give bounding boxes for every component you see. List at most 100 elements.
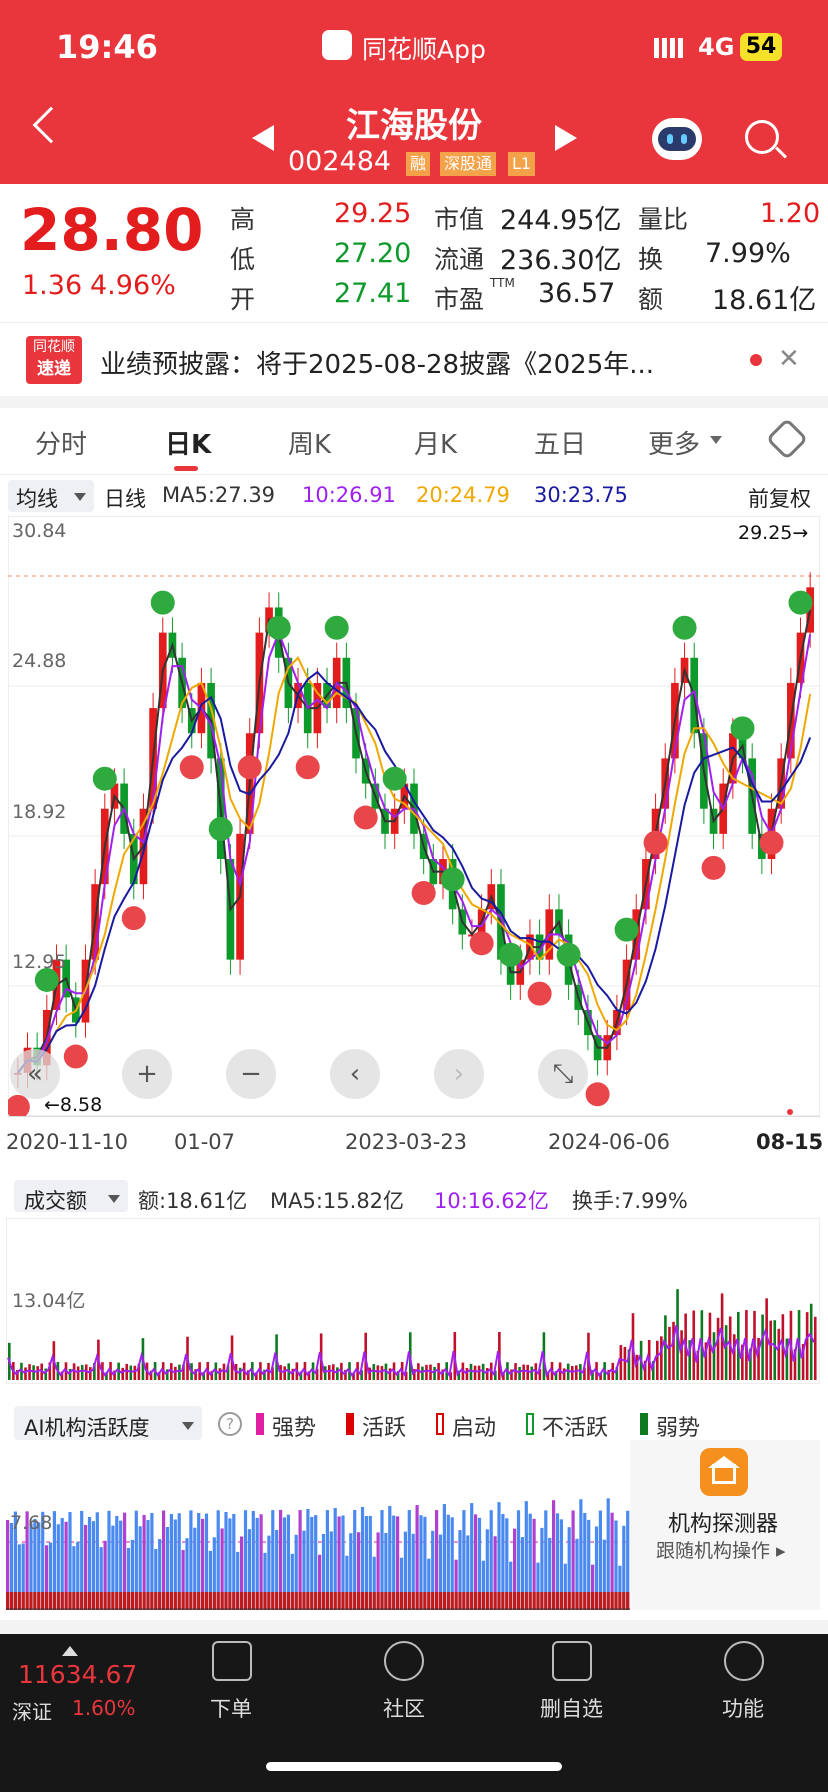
ai-bar [341,1515,345,1610]
settings-icon[interactable] [765,417,809,461]
ai-bar-base [388,1592,392,1610]
ai-bar [501,1514,505,1610]
nav-functions[interactable]: 功能 [722,1697,764,1721]
zoom-out-icon[interactable]: − [226,1049,276,1099]
ai-bar-base [158,1592,162,1610]
help-icon[interactable]: ? [218,1412,242,1436]
search-icon[interactable] [745,120,779,154]
index-value[interactable]: 11634.67 [18,1660,138,1689]
robot-assistant-icon[interactable] [652,118,702,160]
ai-bar [548,1537,552,1610]
amount-bar [485,1367,489,1380]
ai-bar-base [154,1592,158,1610]
ai-bar [130,1539,134,1610]
community-icon[interactable] [384,1641,424,1681]
y-tick: 18.92 [12,801,67,823]
ai-bar [337,1516,341,1610]
amount-bar [89,1367,92,1380]
nav-order[interactable]: 下单 [210,1697,252,1721]
ai-bar-base [138,1592,142,1610]
ai-bar-base [505,1592,509,1610]
fullscreen-icon[interactable]: ⤡ [538,1049,588,1099]
amount-bar [809,1303,813,1380]
amount-bar [716,1317,720,1380]
ai-bar-base [349,1592,353,1610]
low-label: 低 [230,245,256,274]
sell-signal-marker [788,590,813,615]
amount-bar [566,1363,570,1380]
strong-swatch [256,1413,264,1435]
remove-watchlist-icon[interactable] [552,1641,592,1681]
ai-bar [376,1532,380,1610]
amount-bar [255,1372,258,1380]
ma-line [17,629,812,1074]
ma10-value: 10:26.91 [302,483,396,507]
amount-bar [80,1364,84,1380]
next-stock-icon[interactable] [555,125,577,151]
sell-signal-marker [440,867,465,892]
next-icon[interactable]: › [434,1049,484,1099]
ai-bar [485,1529,489,1610]
ai-bar-base [130,1592,134,1610]
ai-bar [302,1530,306,1610]
ai-bar [372,1556,376,1610]
ai-bar-base [185,1592,189,1610]
ai-bar [52,1511,56,1610]
rewind-icon[interactable]: « [10,1049,60,1099]
ai-bar [224,1511,228,1610]
amount-bar [149,1370,153,1380]
ai-bar-base [626,1592,630,1610]
tab-intraday[interactable]: 分时 [35,430,88,460]
ai-bar [189,1510,193,1610]
ai-bar [13,1511,17,1610]
amount-bar [413,1369,416,1380]
amount-bar [526,1364,529,1380]
tab-fiveday[interactable]: 五日 [534,430,587,460]
ai-bar [21,1543,25,1610]
prev-stock-icon[interactable] [252,125,274,151]
nav-remove-watch[interactable]: 删自选 [540,1697,603,1721]
ai-bar-base [594,1592,599,1610]
ai-bar-base [119,1592,123,1610]
ai-bar [626,1510,630,1610]
amount-turnover: 换手:7.99% [572,1189,688,1213]
ai-bar-base [275,1592,279,1610]
ai-bar [282,1517,287,1610]
ai-bar [64,1521,68,1610]
ai-bar [462,1510,466,1610]
tab-more[interactable]: 更多 [648,430,701,460]
news-text[interactable]: 业绩预披露：将于2025-08-28披露《2025年... [100,350,655,380]
ai-bar [540,1527,544,1610]
ma20-value: 20:24.79 [416,483,510,507]
ai-bar [318,1554,322,1610]
zoom-in-icon[interactable]: + [122,1049,172,1099]
functions-icon[interactable] [724,1641,764,1681]
nav-community[interactable]: 社区 [383,1697,425,1721]
tab-daily[interactable]: 日K [165,430,212,460]
ai-bar-base [474,1592,478,1610]
ai-bar-base [591,1592,595,1610]
amount-bar [271,1367,274,1380]
tab-monthly[interactable]: 月K [414,430,458,460]
sell-signal-marker [34,967,59,992]
amount-bar [704,1342,708,1380]
adj-mode[interactable]: 前复权 [748,487,811,511]
ai-bar-base [571,1592,575,1610]
amount-bar [121,1367,124,1380]
ai-label: AI机构活跃度 [24,1416,150,1440]
ai-bar [598,1510,602,1610]
order-icon[interactable] [212,1641,252,1681]
amount-bar [615,1367,619,1380]
ai-bar [349,1533,353,1610]
ai-bar-base [548,1592,552,1610]
kline-chart[interactable] [8,516,820,1116]
index-market: 深证 [12,1700,52,1724]
close-icon[interactable]: ✕ [778,344,800,374]
amount-bar [137,1363,141,1380]
prev-icon[interactable]: ‹ [330,1049,380,1099]
tab-weekly[interactable]: 周K [288,430,332,460]
ai-select[interactable] [14,1406,202,1440]
ai-bar-base [567,1592,571,1610]
ai-bar-base [267,1592,271,1610]
weak-swatch [640,1413,648,1435]
